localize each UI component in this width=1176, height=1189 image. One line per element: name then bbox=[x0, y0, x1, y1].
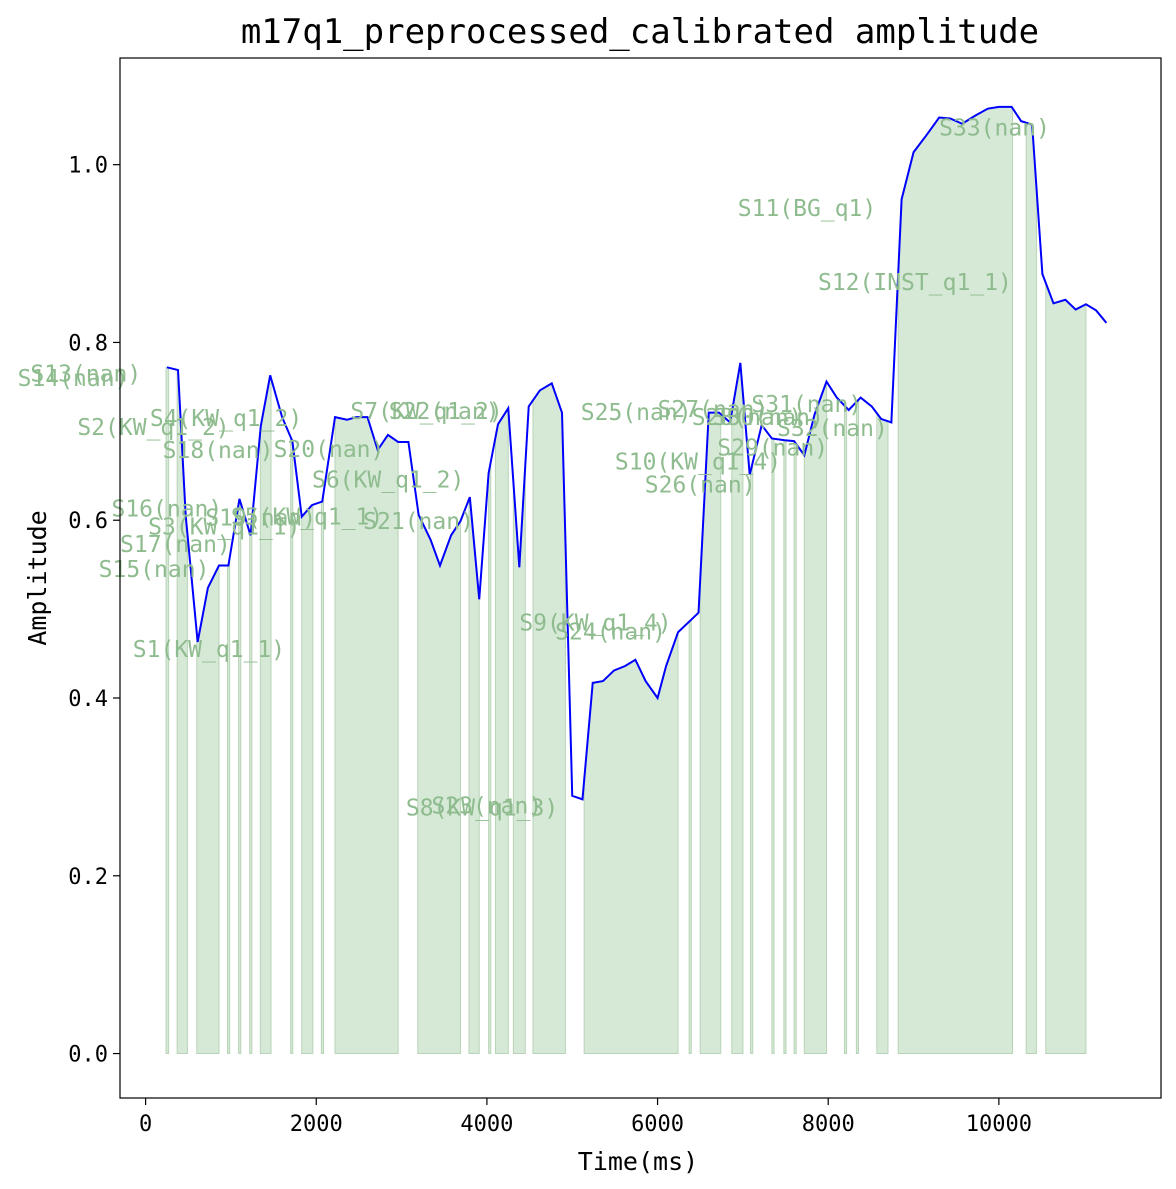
segment-fill-29 bbox=[876, 411, 889, 1055]
segment-fill-22 bbox=[750, 462, 754, 1055]
segment-label-29: S29(nan) bbox=[717, 435, 828, 461]
segment-label-8: S8(KW_q1_3) bbox=[406, 795, 558, 821]
segment-label-7: S7(KW_q1_2) bbox=[350, 399, 502, 425]
segment-fills bbox=[165, 106, 1087, 1055]
x-tick-label-2: 2000 bbox=[290, 1112, 343, 1137]
segment-fill-10 bbox=[320, 493, 325, 1055]
y-tick-label-6: 1.0 bbox=[68, 154, 108, 179]
segment-label-14: S14(nan) bbox=[18, 366, 129, 392]
segment-fill-23 bbox=[771, 437, 775, 1055]
segment-fill-15 bbox=[494, 406, 509, 1055]
segment-fill-19 bbox=[688, 618, 692, 1055]
segment-label-10: S10(KW_q1_4) bbox=[615, 450, 781, 476]
segment-label-4: S4(KW_q1_2) bbox=[150, 406, 302, 432]
segment-fill-9 bbox=[301, 503, 314, 1055]
segment-label-1: S1(KW_q1_1) bbox=[133, 637, 285, 663]
segment-fill-28 bbox=[855, 398, 860, 1055]
segment-label-16: S16(nan) bbox=[111, 497, 222, 523]
series-line-1 bbox=[166, 105, 1108, 801]
segment-label-6: S6(KW_q1_2) bbox=[312, 467, 464, 493]
segment-label-27: S27(nan) bbox=[658, 397, 769, 423]
segment-label-30: S30(nan) bbox=[713, 405, 824, 431]
segment-label-12: S12(INST_q1_1) bbox=[818, 270, 1012, 296]
segment-labels: S1(KW_q1_1) S2(KW_q1_2) S3(KW_q1_1) S4(KW_q… bbox=[18, 115, 1050, 821]
segment-label-23: S23(nan) bbox=[431, 794, 542, 820]
segment-fill-12 bbox=[417, 508, 461, 1055]
segment-fill-14 bbox=[488, 461, 492, 1055]
segment-fill-26 bbox=[803, 381, 828, 1055]
x-tick-label-3: 4000 bbox=[460, 1112, 513, 1137]
segment-label-28: S28(nan) bbox=[692, 405, 803, 431]
y-axis-label: Amplitude bbox=[23, 510, 52, 645]
segment-label-19: S19(nan) bbox=[205, 506, 316, 532]
segment-fill-25 bbox=[793, 439, 797, 1055]
segment-fill-30 bbox=[897, 106, 1014, 1055]
y-tick-label-1: 0.0 bbox=[68, 1043, 108, 1068]
segment-label-26: S26(nan) bbox=[645, 473, 756, 499]
x-axis-ticks: 0 2000 4000 6000 8000 10000 bbox=[139, 1098, 1032, 1137]
segment-label-15: S15(nan) bbox=[99, 557, 210, 583]
y-tick-label-2: 0.2 bbox=[68, 865, 108, 890]
segment-label-13: S13(nan) bbox=[30, 362, 141, 388]
segment-fill-24 bbox=[783, 439, 787, 1055]
chart-title: m17q1_preprocessed_calibrated amplitude bbox=[241, 12, 1039, 52]
segment-label-9: S9(KW_q1_4) bbox=[519, 610, 671, 636]
segment-fill-5 bbox=[238, 497, 242, 1055]
segment-label-3: S3(KW_q1_1) bbox=[148, 514, 300, 540]
y-tick-label-5: 0.8 bbox=[68, 331, 108, 356]
segment-fill-4 bbox=[227, 557, 231, 1055]
segment-fill-18 bbox=[583, 632, 679, 1055]
segment-label-18: S18(nan) bbox=[163, 438, 274, 464]
segment-fill-1 bbox=[165, 366, 170, 1055]
segment-fill-31 bbox=[1025, 122, 1037, 1055]
x-axis-label: Time(ms) bbox=[578, 1147, 698, 1176]
y-tick-label-4: 0.6 bbox=[68, 509, 108, 534]
x-tick-label-5: 8000 bbox=[802, 1112, 855, 1137]
x-tick-label-4: 6000 bbox=[631, 1112, 684, 1137]
series-lines bbox=[166, 105, 1108, 801]
segment-label-2: S2(KW_q1_2) bbox=[77, 415, 229, 441]
segment-label-21: S21(nan) bbox=[363, 509, 474, 535]
segment-label-11: S11(BG_q1) bbox=[738, 196, 876, 222]
segment-label-5: S5(KW_q1_1) bbox=[231, 505, 383, 531]
plot-frame bbox=[119, 57, 1162, 1099]
y-axis-ticks: 0.0 0.2 0.4 0.6 0.8 1.0 bbox=[68, 154, 120, 1068]
segment-label-33: S33(nan) bbox=[939, 115, 1050, 141]
segment-label-25: S25(nan) bbox=[581, 400, 692, 426]
segment-fill-7 bbox=[259, 377, 272, 1055]
segment-label-22: S22(nan) bbox=[389, 399, 500, 425]
segment-fill-6 bbox=[249, 521, 253, 1055]
segment-label-24: S24(nan) bbox=[555, 619, 666, 645]
segment-fill-27 bbox=[843, 404, 848, 1055]
segment-label-31: S31(nan) bbox=[751, 392, 862, 418]
segment-label-17: S17(nan) bbox=[120, 532, 231, 558]
segment-fill-17 bbox=[532, 382, 566, 1055]
y-tick-label-3: 0.4 bbox=[68, 687, 108, 712]
x-tick-label-6: 10000 bbox=[966, 1112, 1032, 1137]
segment-fill-32 bbox=[1045, 282, 1087, 1055]
x-tick-label-1: 0 bbox=[139, 1112, 152, 1137]
segment-label-32: S32(nan) bbox=[777, 416, 888, 442]
segment-label-20: S20(nan) bbox=[274, 437, 385, 463]
